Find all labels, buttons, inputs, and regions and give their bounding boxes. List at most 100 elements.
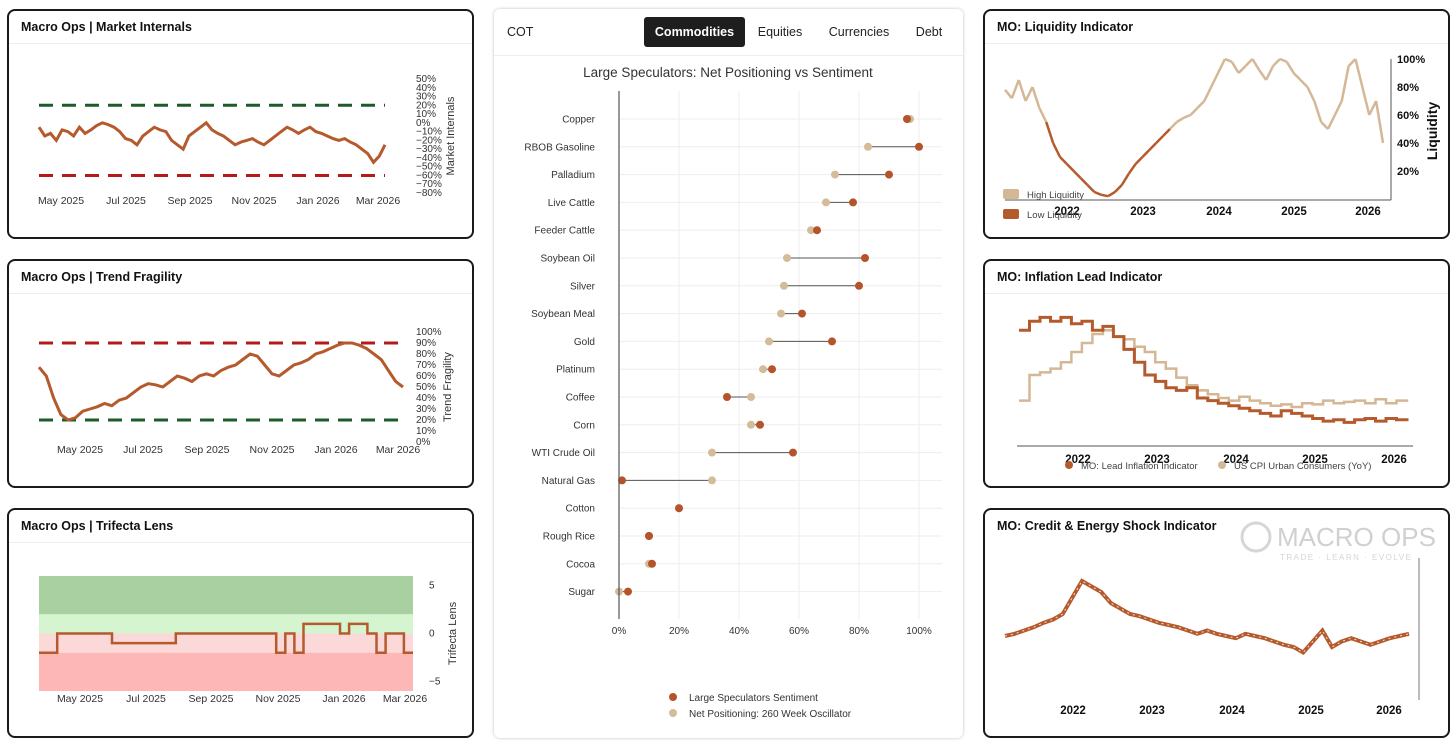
y-tick-label: −10% (416, 127, 442, 138)
sentiment-dot (885, 170, 893, 179)
x-tick-label: 2026 (1355, 206, 1381, 218)
y-tick-label: −50% (416, 162, 442, 173)
positioning-dot (708, 448, 716, 457)
liquidity-chart: 100% 80% 60% 40% 20% 2022 2023 2024 2025 2026 Liqu… (1003, 54, 1440, 221)
positioning-dot (747, 393, 755, 401)
liquidity-segment (1265, 65, 1275, 81)
watermark-tagline: TRADE · LEARN · EVOLVE (1280, 553, 1412, 562)
x-tick-label: 2022 (1054, 206, 1080, 218)
x-tick-label: Mar 2026 (376, 444, 421, 456)
liquidity-segment (1072, 170, 1082, 179)
x-tick-label: Sep 2025 (185, 444, 230, 456)
y-tick-label: −70% (416, 179, 442, 190)
x-tick-label: 2025 (1281, 206, 1307, 218)
x-tick-label: 2023 (1139, 705, 1165, 717)
x-tick-label: Nov 2025 (232, 195, 277, 207)
category-label: Sugar (568, 587, 595, 598)
y-tick-label: 10% (416, 109, 436, 120)
liquidity-segment (1272, 58, 1281, 67)
y-tick-label: 20% (1397, 166, 1419, 178)
liquidity-segment (1189, 107, 1199, 116)
liquidity-segment (1333, 100, 1343, 116)
x-tick-label: Sep 2025 (189, 693, 234, 705)
band-0 (39, 576, 413, 615)
positioning-dot (777, 309, 785, 318)
y-tick-label: 20% (416, 415, 436, 426)
x-tick-label: 2025 (1298, 705, 1324, 717)
y-tick-label: 50% (416, 382, 436, 393)
liquidity-segment (1162, 128, 1171, 137)
liquidity-panel: MO: Liquidity Indicator 100% 80% 60% 40% 20%… (983, 9, 1450, 239)
cot-panel: COT Commodities Equities Currencies Debt… (494, 9, 963, 738)
y-tick-label: 5 (429, 581, 435, 592)
liquidity-segment (1313, 100, 1323, 123)
category-label: Copper (562, 115, 595, 126)
x-tick-label: Nov 2025 (250, 444, 295, 456)
liquidity-segment (1093, 190, 1102, 196)
liquidity-segment (1176, 116, 1185, 124)
y-tick-label: 40% (416, 83, 436, 94)
trend-fragility-title: Macro Ops | Trend Fragility (21, 270, 183, 284)
credit-energy-panel: MO: Credit & Energy Shock Indicator MACR… (983, 508, 1450, 738)
x-tick-label: Sep 2025 (168, 195, 213, 207)
band-3 (39, 652, 413, 691)
category-label: WTI Crude Oil (532, 448, 595, 459)
y-axis-label: Market Internals (445, 96, 457, 175)
liquidity-segment (1031, 86, 1041, 109)
liquidity-segment (1114, 184, 1123, 193)
category-label: Live Cattle (548, 198, 596, 209)
liquidity-segment (1079, 177, 1089, 186)
tab-equities[interactable]: Equities (757, 25, 803, 39)
sentiment-dot (768, 365, 776, 374)
category-label: Cotton (566, 504, 595, 515)
liquidity-segment (1127, 163, 1137, 175)
liquidity-segment (1230, 61, 1240, 74)
sentiment-dot (723, 393, 731, 401)
liquidity-segment (1051, 142, 1062, 158)
category-label: Platinum (556, 365, 595, 376)
positioning-dot (780, 281, 788, 290)
tab-debt[interactable]: Debt (915, 25, 943, 39)
category-label: Gold (574, 337, 595, 348)
inflation-lead-title: MO: Inflation Lead Indicator (997, 270, 1163, 284)
cot-chart-title: Large Speculators: Net Positioning vs Se… (583, 65, 873, 80)
tab-commodities[interactable]: Commodities (644, 17, 745, 47)
liquidity-segment (1244, 58, 1254, 67)
y-tick-label: 0 (429, 629, 435, 640)
trend-fragility-chart: 100%90%80%70%60%50%40%30%20%10%0% May 202… (37, 327, 454, 456)
x-tick-label: Jul 2025 (123, 444, 163, 456)
x-tick-label: Mar 2026 (383, 693, 428, 705)
liquidity-segment (1224, 57, 1233, 63)
cot-label: COT (507, 25, 534, 39)
x-tick-label: 2023 (1130, 206, 1156, 218)
liquidity-segment (1279, 57, 1288, 63)
category-label: Feeder Cattle (534, 226, 595, 237)
trifecta-lens-panel: Macro Ops | Trifecta Lens 5 0 −5 May 2025 Ju… (7, 508, 474, 738)
x-tick-label: 2026 (1381, 454, 1407, 466)
tab-currencies[interactable]: Currencies (828, 25, 890, 39)
x-tick-label: Jan 2026 (314, 444, 357, 456)
y-tick-label: −40% (416, 153, 442, 164)
liquidity-segment (1065, 163, 1075, 172)
legend-sentiment-swatch (669, 693, 677, 701)
liquidity-segment (1059, 156, 1068, 165)
category-label: Natural Gas (542, 476, 595, 487)
liquidity-segment (1292, 72, 1302, 81)
trifecta-lens-title: Macro Ops | Trifecta Lens (21, 519, 174, 533)
positioning-dot (765, 337, 773, 346)
liquidity-segment (1251, 58, 1261, 71)
y-axis-label: Liquidity (1424, 102, 1440, 161)
y-tick-label: 70% (416, 360, 436, 371)
positioning-dot (747, 420, 755, 429)
x-tick-label: 2023 (1144, 454, 1170, 466)
liquidity-segment (1024, 86, 1034, 102)
trifecta-lens-chart: 5 0 −5 May 2025 Jul 2025 Sep 2025 Nov 2025 Jan … (39, 576, 459, 705)
y-tick-label: 0% (416, 437, 431, 448)
positioning-dot (831, 170, 839, 179)
y-tick-label: 10% (416, 426, 436, 437)
x-tick-label: 2025 (1302, 454, 1328, 466)
liquidity-segment (1320, 121, 1329, 130)
liquidity-segment (1100, 193, 1109, 198)
